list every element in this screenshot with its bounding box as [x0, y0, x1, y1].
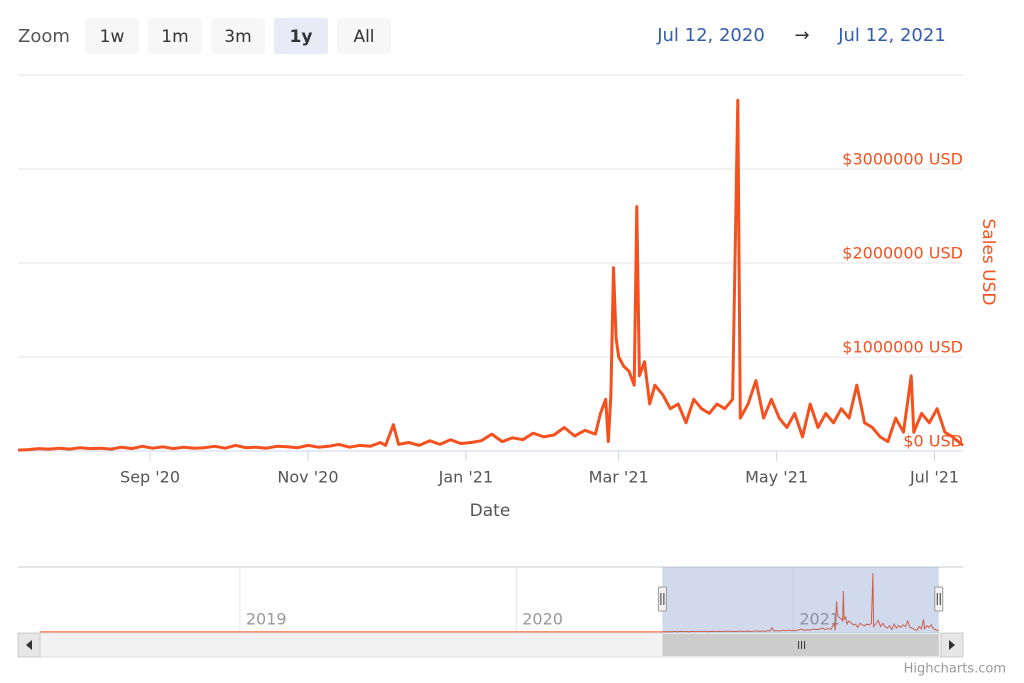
- zoom-button-label: 1w: [100, 27, 125, 47]
- range-arrow: →: [794, 25, 809, 46]
- zoom-label: Zoom: [18, 26, 70, 47]
- navigator-tick-label: 2020: [522, 610, 563, 629]
- scroll-right-arrow: [949, 640, 955, 650]
- zoom-button[interactable]: 1y: [274, 18, 328, 54]
- zoom-button-label: All: [353, 27, 374, 47]
- zoom-button-bg: [85, 18, 139, 54]
- x-tick-label: Jan '21: [438, 468, 494, 487]
- y-axis-title: Sales USD: [978, 219, 998, 306]
- y-tick-label: $3000000 USD: [842, 150, 963, 169]
- navigator-tick-label: 2019: [246, 610, 287, 629]
- navigator-tick-label: 2021: [799, 610, 840, 629]
- x-tick-label: Nov '20: [277, 468, 338, 487]
- range-to[interactable]: Jul 12, 2021: [837, 25, 946, 46]
- scrollbar-thumb[interactable]: [662, 634, 939, 656]
- zoom-button-bg: [148, 18, 202, 54]
- x-tick-label: May '21: [745, 468, 808, 487]
- range-from[interactable]: Jul 12, 2020: [656, 25, 765, 46]
- zoom-buttons: 1w 1m 3m 1y All: [85, 18, 391, 54]
- navigator-line: [662, 573, 940, 633]
- x-axis-title: Date: [470, 501, 511, 521]
- zoom-button-label: 1y: [290, 27, 313, 47]
- zoom-button-label: 3m: [224, 27, 251, 47]
- zoom-button-bg: [337, 18, 391, 54]
- credits[interactable]: Highcharts.com: [904, 662, 1006, 677]
- x-tick-label: Mar '21: [589, 468, 649, 487]
- x-tick-label: Sep '20: [120, 468, 180, 487]
- zoom-button[interactable]: 1m: [148, 18, 202, 54]
- x-tick-label: Jul '21: [909, 468, 959, 487]
- navigator-handle[interactable]: [657, 586, 667, 612]
- zoom-button[interactable]: All: [337, 18, 391, 54]
- zoom-button-bg: [211, 18, 265, 54]
- zoom-button[interactable]: 1w: [85, 18, 139, 54]
- zoom-button-bg: [274, 18, 328, 54]
- y-tick-label: $0 USD: [903, 432, 963, 451]
- navigator-content: 2019 2020 2021: [40, 567, 944, 656]
- y-tick-label: $2000000 USD: [842, 244, 963, 263]
- zoom-button[interactable]: 3m: [211, 18, 265, 54]
- navigator-handle[interactable]: [934, 586, 944, 612]
- zoom-button-label: 1m: [161, 27, 188, 47]
- sales-line: [17, 98, 964, 452]
- navigator-mask[interactable]: [662, 567, 939, 633]
- scroll-left-arrow: [26, 640, 32, 650]
- y-tick-label: $1000000 USD: [842, 338, 963, 357]
- navigator[interactable]: [18, 567, 963, 633]
